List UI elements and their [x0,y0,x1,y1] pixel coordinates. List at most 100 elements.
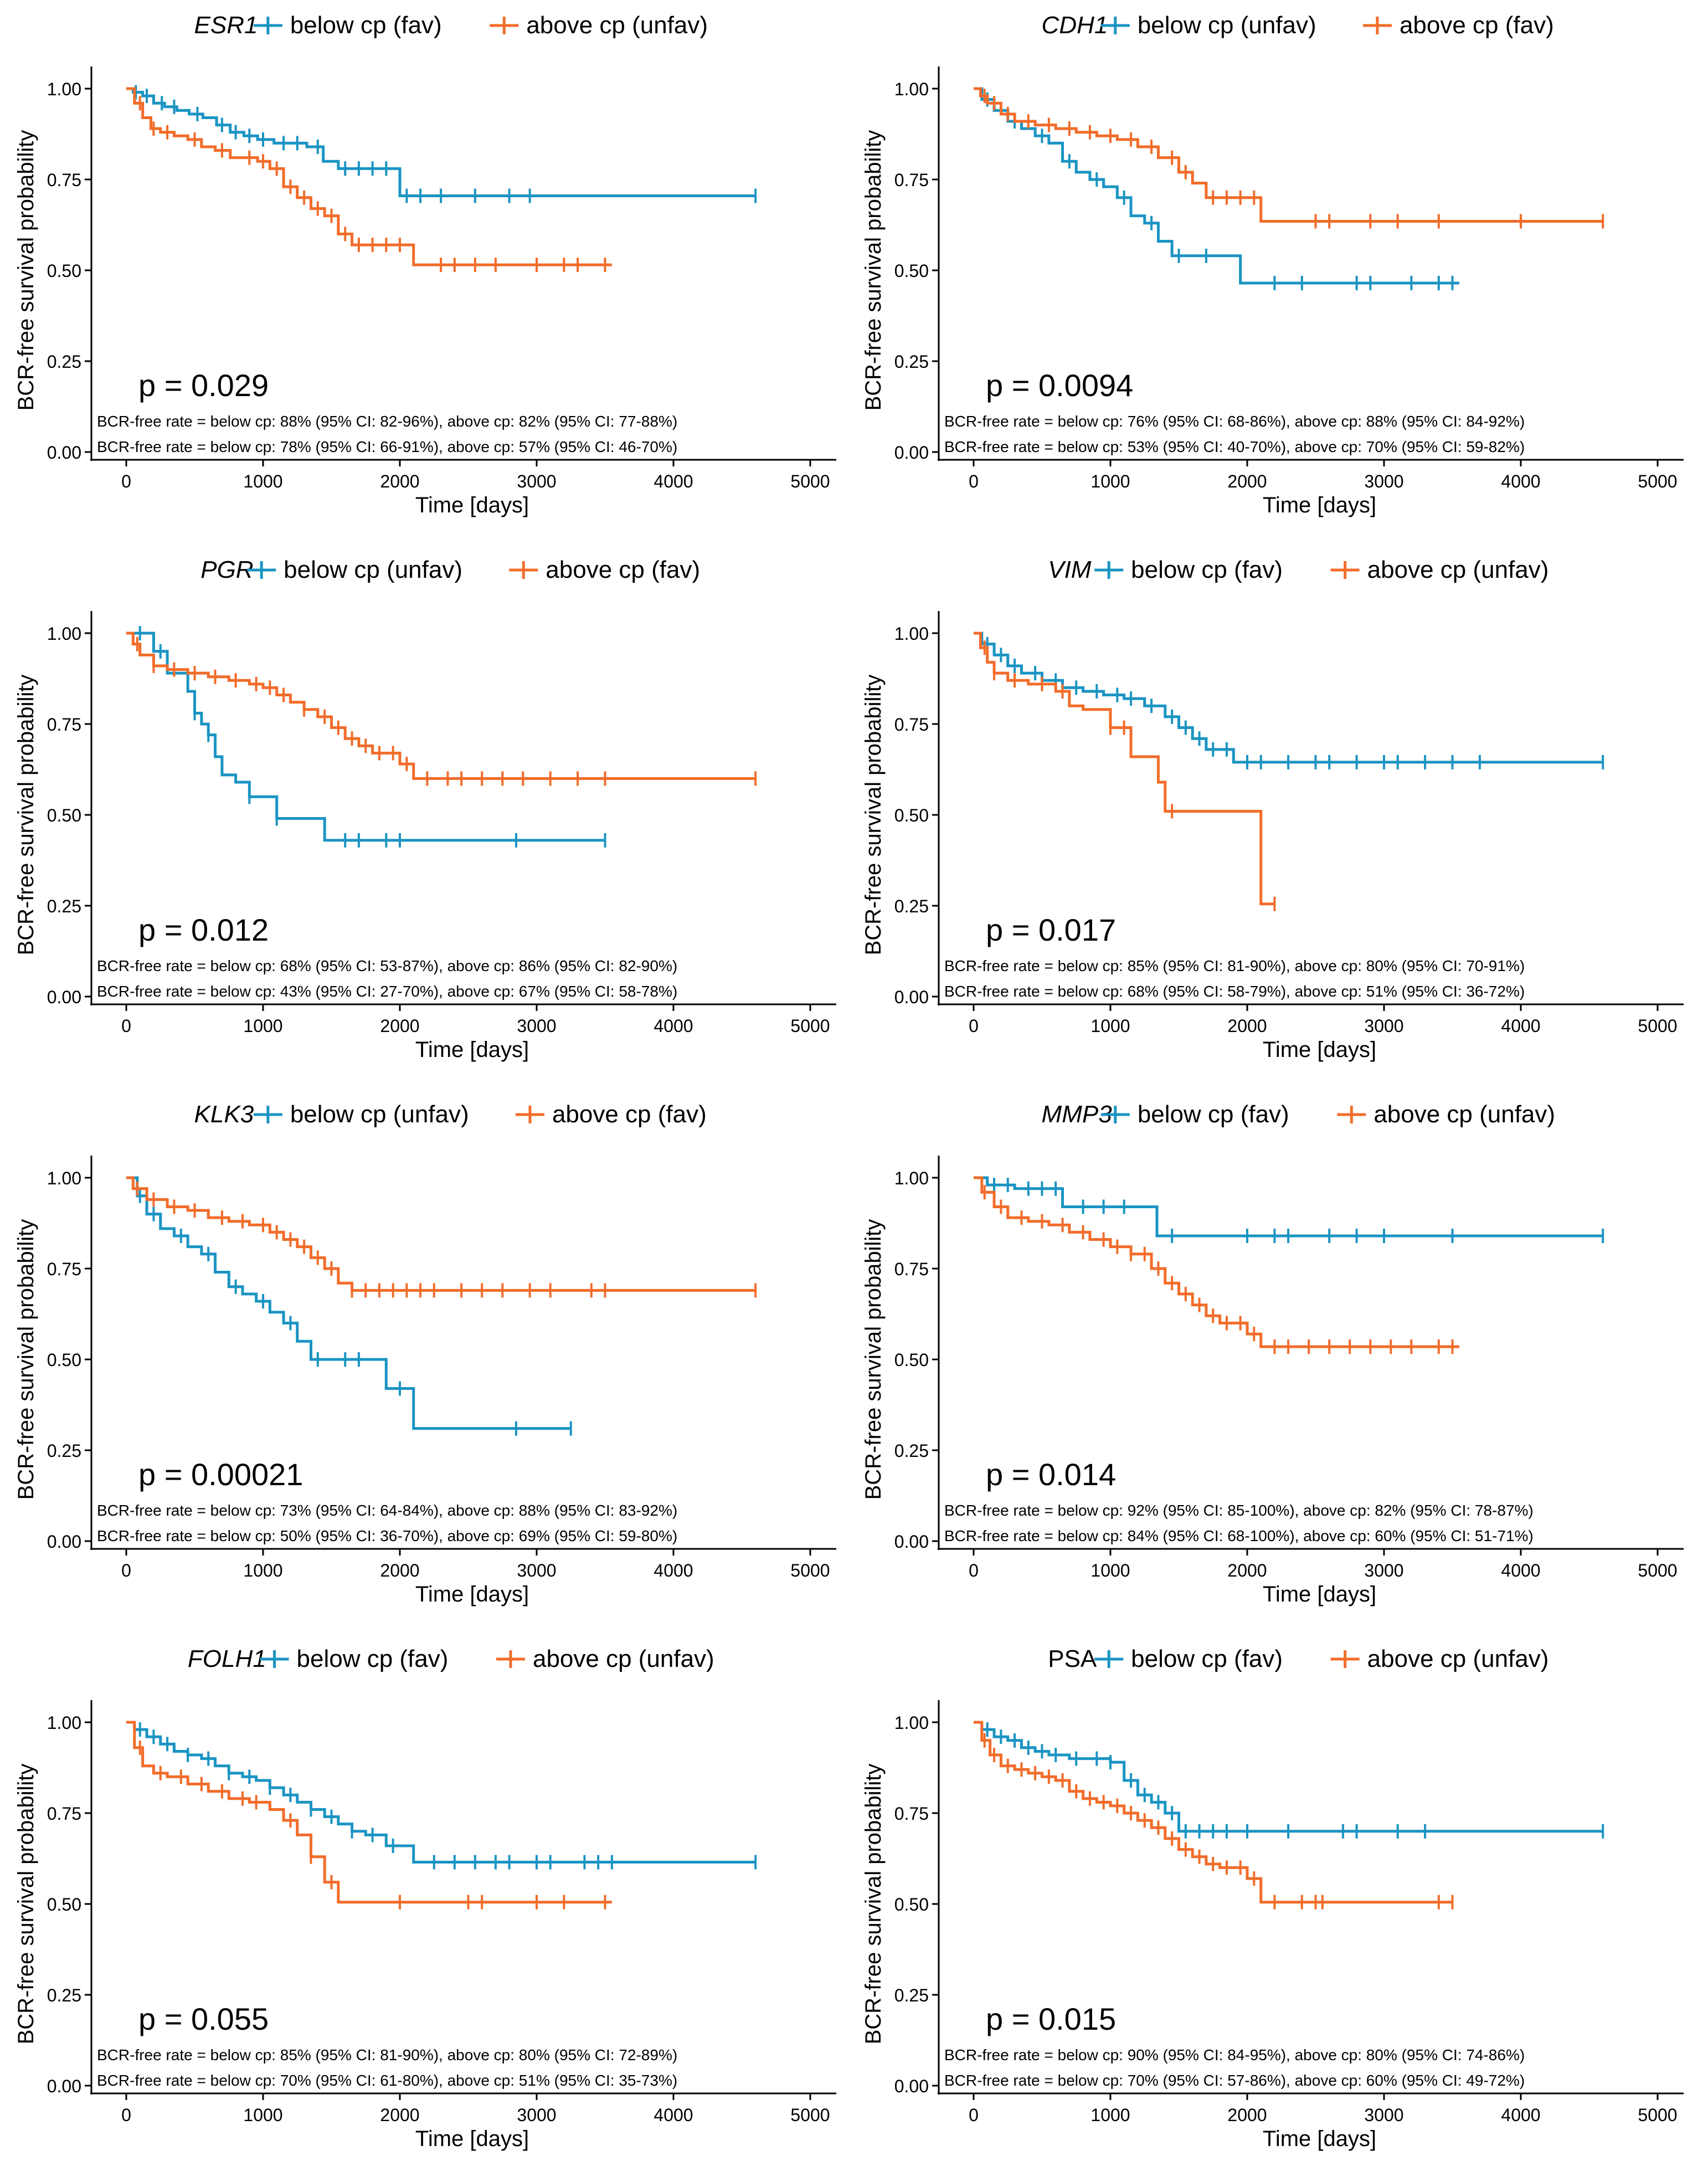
x-tick-label: 3000 [517,1016,556,1036]
x-tick-label: 2000 [1227,1016,1267,1036]
rate-line-1: BCR-free rate = below cp: 92% (95% CI: 8… [944,1502,1534,1519]
legend-label-below: below cp (fav) [297,1645,449,1672]
x-tick-label: 4000 [1501,2105,1540,2125]
series-above [974,632,1276,911]
y-axis-label: BCR-free survival probability [14,1219,38,1500]
legend-label-above: above cp (unfav) [533,1645,714,1672]
legend: CDH1 below cp (unfav) above cp (fav) [1042,12,1554,39]
y-tick-label: 0.50 [894,805,929,825]
series-below [126,85,757,203]
x-tick-label: 1000 [243,2105,282,2125]
series-below [974,87,1459,290]
axes: 0.00 0.25 0.50 0.75 1.00 0 1000 2000 3000 4000 500… [14,611,836,1062]
x-tick-label: 4000 [654,471,693,491]
rate-line-2: BCR-free rate = below cp: 78% (95% CI: 6… [97,438,677,455]
series-above [126,1176,757,1298]
survival-curve-above [974,632,1275,906]
series-below [974,1721,1604,1839]
x-tick-label: 3000 [1364,2105,1403,2125]
x-axis-label: Time [days] [415,1038,529,1062]
x-tick-label: 5000 [790,1016,830,1036]
x-tick-label: 5000 [1638,2105,1677,2125]
y-tick-label: 0.75 [894,1259,929,1279]
y-axis-label: BCR-free survival probability [861,675,886,956]
y-axis-label: BCR-free survival probability [14,1764,38,2045]
x-tick-label: 1000 [243,471,282,491]
x-tick-label: 0 [969,2105,979,2125]
rate-line-2: BCR-free rate = below cp: 53% (95% CI: 4… [944,438,1525,455]
axes: 0.00 0.25 0.50 0.75 1.00 0 1000 2000 3000 4000 500… [14,66,836,517]
x-tick-label: 4000 [1501,471,1540,491]
y-tick-label: 0.50 [47,805,81,825]
legend-gene-name: PGR [200,556,253,583]
rate-line-2: BCR-free rate = below cp: 50% (95% CI: 3… [97,1527,677,1544]
rate-line-2: BCR-free rate = below cp: 68% (95% CI: 5… [944,983,1525,1000]
survival-curve-above [126,1176,756,1292]
y-tick-label: 0.75 [894,170,929,190]
x-tick-label: 4000 [654,1016,693,1036]
p-value: p = 0.055 [138,2001,269,2036]
legend-label-above: above cp (fav) [552,1101,707,1128]
rate-line-1: BCR-free rate = below cp: 90% (95% CI: 8… [944,2046,1525,2064]
x-tick-label: 3000 [517,2105,556,2125]
y-axis-label: BCR-free survival probability [861,1219,886,1500]
y-tick-label: 0.00 [894,2076,929,2096]
x-tick-label: 1000 [243,1561,282,1580]
legend-gene-name: PSA [1048,1645,1097,1672]
legend-label-below: below cp (fav) [1131,556,1283,583]
legend-label-above: above cp (unfav) [1373,1101,1555,1128]
axes: 0.00 0.25 0.50 0.75 1.00 0 1000 2000 3000 4000 500… [861,1156,1684,1606]
x-axis-label: Time [days] [1263,1038,1376,1062]
rate-line-1: BCR-free rate = below cp: 68% (95% CI: 5… [97,957,677,974]
x-tick-label: 0 [121,2105,131,2125]
survival-curve-below [974,1176,1603,1238]
legend-gene-name: VIM [1048,556,1092,583]
legend-label-above: above cp (fav) [546,556,700,583]
y-tick-label: 1.00 [894,624,929,644]
y-tick-label: 1.00 [47,624,81,644]
x-tick-label: 3000 [1364,471,1403,491]
x-tick-label: 4000 [1501,1016,1540,1036]
x-axis-label: Time [days] [1263,1582,1376,1606]
y-tick-label: 0.75 [47,170,81,190]
series-above [974,1176,1459,1354]
legend-label-below: below cp (unfav) [1138,12,1316,39]
y-tick-label: 0.00 [894,443,929,463]
x-tick-label: 2000 [380,1016,419,1036]
legend-label-above: above cp (fav) [1400,12,1554,39]
y-tick-label: 0.50 [894,1350,929,1370]
axes: 0.00 0.25 0.50 0.75 1.00 0 1000 2000 3000 4000 500… [14,1700,836,2151]
survival-curve-below [974,87,1459,285]
x-axis-label: Time [days] [1263,2127,1376,2151]
y-tick-label: 0.50 [47,1895,81,1914]
y-tick-label: 0.75 [894,715,929,735]
y-tick-label: 0.00 [894,1532,929,1552]
rate-line-1: BCR-free rate = below cp: 88% (95% CI: 8… [97,413,677,430]
x-tick-label: 3000 [517,1561,556,1580]
p-value: p = 0.015 [986,2001,1116,2036]
y-tick-label: 1.00 [47,79,81,99]
survival-curve-above [126,87,612,266]
x-tick-label: 3000 [1364,1016,1403,1036]
legend: PSA below cp (fav) above cp (unfav) [1048,1645,1548,1672]
y-tick-label: 1.00 [894,1168,929,1188]
y-tick-label: 0.75 [894,1804,929,1824]
y-tick-label: 0.25 [894,352,929,372]
y-tick-label: 1.00 [894,79,929,99]
x-axis-label: Time [days] [1263,493,1376,517]
km-panel-pgr: PGR below cp (unfav) above cp (fav) 0.00 0.2… [14,556,836,1062]
y-axis-label: BCR-free survival probability [14,130,38,411]
x-tick-label: 1000 [243,1016,282,1036]
survival-curve-above [974,1176,1459,1348]
p-value: p = 0.00021 [138,1457,303,1492]
rate-line-1: BCR-free rate = below cp: 85% (95% CI: 8… [944,957,1525,974]
km-panel-mmp3: MMP3 below cp (fav) above cp (unfav)0.000.… [861,1101,1684,1606]
y-tick-label: 0.75 [47,1804,81,1824]
y-tick-label: 0.25 [47,896,81,916]
legend-label-below: below cp (fav) [1131,1645,1283,1672]
series-above [126,87,612,273]
y-tick-label: 0.25 [47,1985,81,2005]
x-tick-label: 0 [121,471,131,491]
survival-curve-below [126,1176,571,1430]
axes: 0.00 0.25 0.50 0.75 1.00 0 1000 2000 3000 4000 500… [861,1700,1684,2151]
